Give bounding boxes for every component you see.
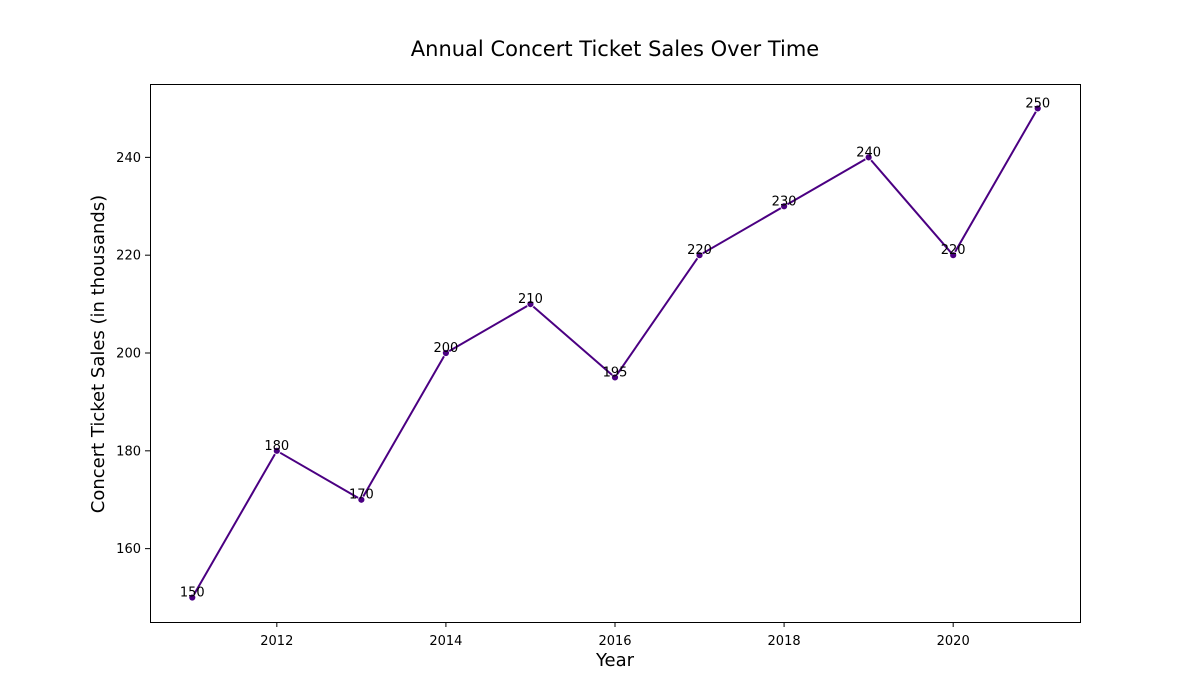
points-layer	[188, 104, 1042, 602]
y-tick-label: 180	[116, 444, 141, 459]
x-axis-ticks: 2012 2014 2016 2018 2020	[260, 622, 970, 649]
data-point	[357, 495, 366, 504]
data-label: 180	[264, 439, 289, 454]
data-label: 170	[349, 488, 374, 503]
data-point	[188, 593, 197, 602]
chart-title: Annual Concert Ticket Sales Over Time	[411, 37, 819, 61]
data-point	[526, 300, 535, 308]
data-label: 250	[1025, 96, 1050, 111]
data-label: 230	[772, 194, 797, 209]
data-point	[611, 373, 619, 382]
x-tick-label: 2020	[937, 634, 970, 649]
y-axis-ticks: 160 180 200 220 240	[116, 151, 150, 557]
data-label: 220	[941, 243, 966, 258]
x-axis-label: Year	[595, 650, 635, 671]
x-tick-label: 2018	[768, 634, 801, 649]
data-label: 200	[433, 341, 458, 356]
data-point	[272, 446, 281, 455]
series-layer	[191, 107, 1039, 599]
x-tick-label: 2012	[260, 634, 293, 649]
y-tick-label: 240	[116, 151, 141, 166]
data-label: 240	[856, 145, 881, 160]
data-label: 210	[518, 292, 543, 307]
y-tick-label: 200	[116, 347, 141, 362]
data-label: 220	[687, 243, 712, 258]
y-tick-label: 220	[116, 249, 141, 264]
plot-area-frame	[150, 84, 1081, 623]
data-point	[949, 251, 958, 260]
data-point	[864, 153, 873, 162]
data-point	[695, 251, 704, 260]
x-tick-label: 2016	[598, 634, 631, 649]
y-tick-label: 160	[116, 542, 141, 557]
series-line	[191, 107, 1039, 599]
data-label: 150	[180, 586, 205, 601]
data-point	[780, 202, 788, 211]
x-tick-label: 2014	[429, 634, 462, 649]
data-labels-layer: 150 180 170 200 210 195 220 230 240 220 250	[180, 96, 1050, 600]
data-label: 195	[603, 365, 628, 380]
data-point	[442, 349, 450, 357]
y-axis-label: Concert Ticket Sales (in thousands)	[88, 195, 109, 513]
data-point	[1033, 104, 1042, 113]
